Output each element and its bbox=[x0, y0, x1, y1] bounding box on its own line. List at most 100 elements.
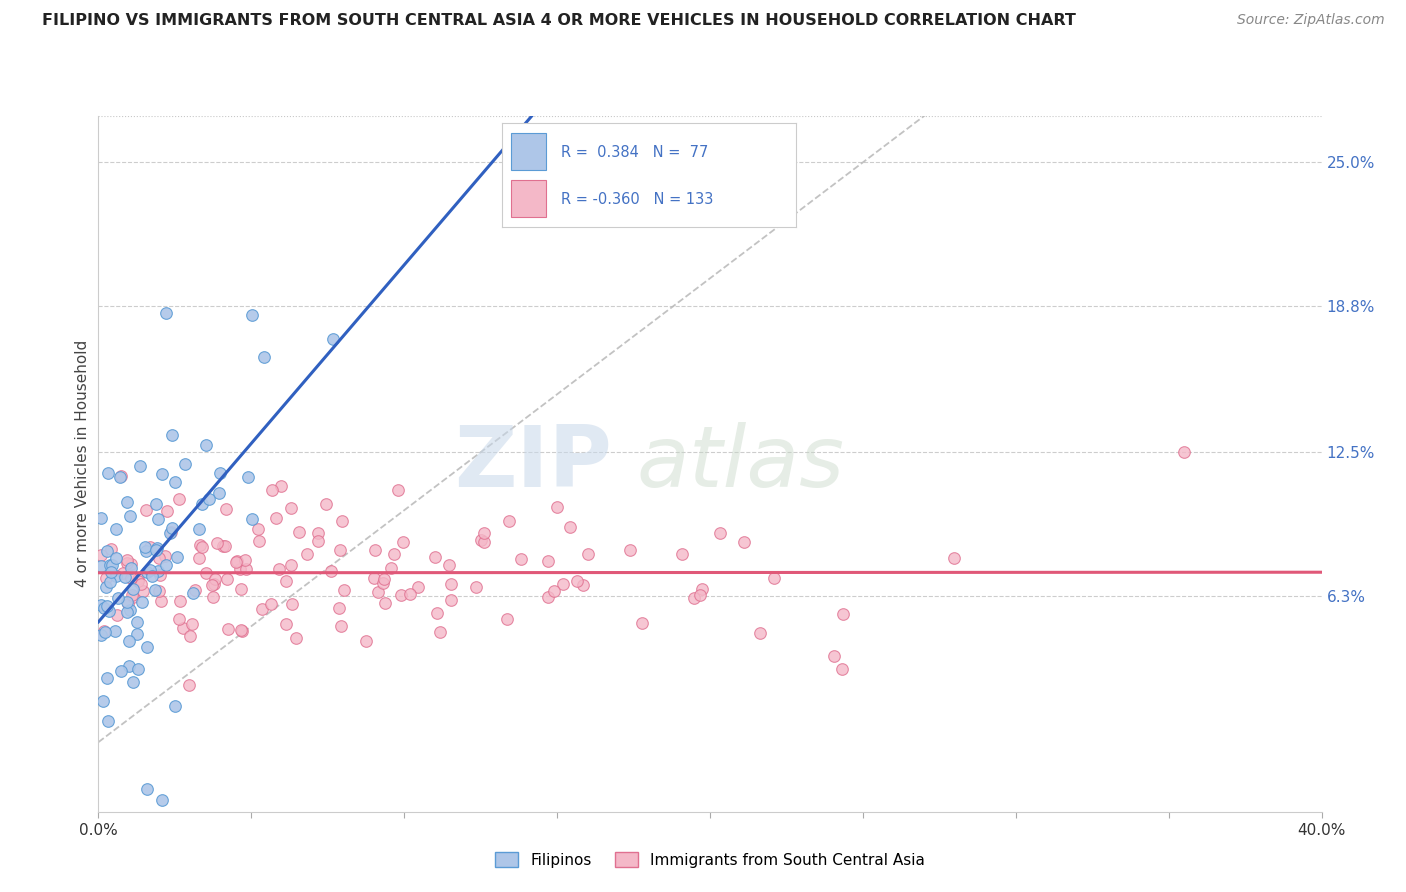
Point bbox=[98, 558, 121, 573]
Point bbox=[389, 588, 412, 602]
Point bbox=[204, 572, 226, 586]
Point bbox=[90, 598, 112, 612]
Point bbox=[619, 542, 641, 557]
Point bbox=[198, 492, 221, 507]
Point bbox=[107, 591, 129, 606]
Point bbox=[121, 582, 143, 597]
Point bbox=[558, 520, 581, 534]
Point bbox=[108, 470, 131, 484]
Point bbox=[104, 551, 127, 566]
Point bbox=[297, 547, 319, 561]
Point bbox=[537, 554, 560, 568]
Text: FILIPINO VS IMMIGRANTS FROM SOUTH CENTRAL ASIA 4 OR MORE VEHICLES IN HOUSEHOLD C: FILIPINO VS IMMIGRANTS FROM SOUTH CENTRA… bbox=[42, 13, 1076, 29]
Point bbox=[136, 781, 159, 796]
Point bbox=[240, 308, 263, 322]
Point bbox=[125, 627, 148, 641]
Point bbox=[135, 503, 157, 517]
Point bbox=[149, 568, 172, 582]
Point bbox=[280, 558, 302, 572]
Point bbox=[274, 617, 297, 632]
Point bbox=[131, 595, 153, 609]
Point bbox=[94, 580, 117, 594]
Point bbox=[315, 497, 337, 511]
Point bbox=[212, 539, 235, 553]
Point bbox=[139, 563, 162, 577]
Point bbox=[160, 427, 183, 442]
Point bbox=[115, 553, 138, 567]
Point bbox=[90, 510, 112, 524]
Point bbox=[159, 526, 181, 541]
Point bbox=[690, 582, 713, 596]
Point bbox=[179, 629, 201, 643]
Point bbox=[247, 522, 270, 536]
Point bbox=[391, 535, 413, 549]
Point bbox=[380, 561, 402, 575]
Point bbox=[153, 549, 176, 563]
Point bbox=[90, 628, 112, 642]
Point bbox=[226, 554, 249, 568]
Point bbox=[276, 574, 298, 588]
Point bbox=[150, 793, 173, 807]
Point bbox=[148, 583, 170, 598]
Point bbox=[129, 458, 152, 473]
Point bbox=[155, 504, 177, 518]
Point bbox=[155, 306, 177, 320]
Point bbox=[328, 601, 350, 615]
Point bbox=[576, 547, 599, 561]
Point bbox=[470, 533, 492, 548]
Point bbox=[671, 547, 693, 561]
Point bbox=[188, 521, 211, 535]
Point bbox=[100, 542, 122, 557]
Text: Source: ZipAtlas.com: Source: ZipAtlas.com bbox=[1237, 13, 1385, 28]
Point bbox=[551, 577, 574, 591]
Point bbox=[208, 486, 231, 500]
Point bbox=[231, 624, 253, 638]
Point bbox=[172, 621, 194, 635]
Point bbox=[498, 514, 520, 528]
Point bbox=[129, 576, 152, 591]
Point bbox=[367, 584, 389, 599]
Point bbox=[177, 678, 200, 692]
Point bbox=[110, 665, 132, 679]
Point bbox=[373, 572, 395, 586]
Point bbox=[510, 552, 533, 566]
Point bbox=[709, 525, 731, 540]
Text: ZIP: ZIP bbox=[454, 422, 612, 506]
Point bbox=[201, 590, 224, 604]
Point bbox=[319, 565, 342, 579]
Point bbox=[127, 662, 149, 676]
Point bbox=[120, 571, 142, 585]
Point bbox=[236, 470, 259, 484]
Text: atlas: atlas bbox=[637, 422, 845, 506]
Point bbox=[440, 576, 463, 591]
Point bbox=[382, 547, 405, 561]
Point bbox=[748, 626, 770, 640]
Point bbox=[231, 582, 253, 597]
Point bbox=[831, 607, 853, 621]
Point bbox=[93, 600, 115, 615]
Point bbox=[148, 512, 170, 526]
Point bbox=[307, 534, 329, 549]
Point bbox=[472, 535, 495, 549]
Point bbox=[194, 438, 217, 452]
Point bbox=[117, 606, 139, 620]
Point bbox=[630, 615, 652, 630]
Point bbox=[97, 604, 120, 618]
Point bbox=[122, 591, 145, 605]
Point bbox=[167, 612, 190, 626]
Point bbox=[111, 566, 134, 580]
Point bbox=[330, 619, 353, 633]
Point bbox=[118, 508, 141, 523]
Point bbox=[683, 591, 706, 605]
Point bbox=[150, 594, 173, 608]
Point bbox=[136, 640, 159, 654]
Point bbox=[214, 502, 236, 516]
Point bbox=[426, 607, 449, 621]
Point bbox=[387, 483, 409, 498]
Point bbox=[121, 588, 143, 602]
Point bbox=[115, 556, 138, 570]
Point bbox=[281, 597, 304, 611]
Point bbox=[537, 591, 560, 605]
Point bbox=[406, 580, 429, 594]
Point bbox=[90, 548, 112, 562]
